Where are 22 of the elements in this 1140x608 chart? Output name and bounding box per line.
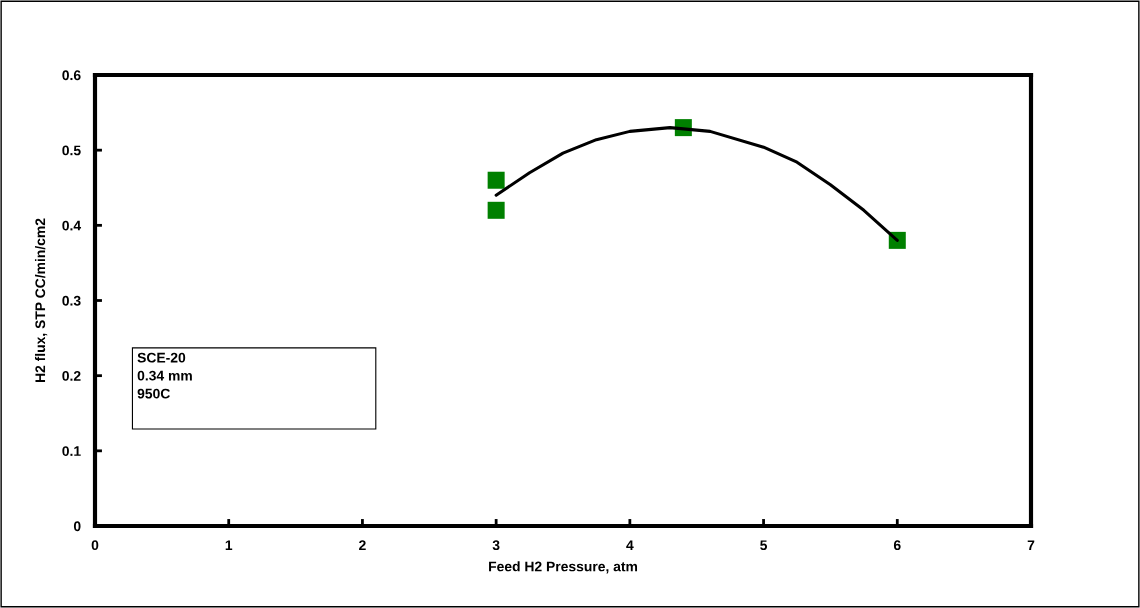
point <box>487 201 505 219</box>
x-tick-label: 6 <box>893 540 901 551</box>
x-tick-label: 1 <box>225 540 233 550</box>
y-tick-label: 0.1 <box>62 446 81 456</box>
annotation: 0.34 mm <box>137 370 192 381</box>
y-tick-label: 0.6 <box>62 70 81 81</box>
y-tick-label: 0.2 <box>62 371 81 381</box>
x-tick-label: 3 <box>492 540 500 551</box>
x-tick-label: 4 <box>626 540 634 550</box>
annotation: SCE-20 <box>137 352 186 363</box>
y-tick-label: 0 <box>73 521 81 532</box>
y-tick-label: 0.3 <box>62 295 81 306</box>
x-tick-label: 0 <box>91 540 99 551</box>
y-axis-title: H2 flux, STP CC/min/cm2 <box>34 218 48 383</box>
y-tick-label: 0.5 <box>62 145 81 156</box>
x-tick-label: 7 <box>1027 540 1035 550</box>
point <box>487 171 505 189</box>
annotation: 950C <box>137 388 170 399</box>
y-tick-label: 0.4 <box>62 220 82 231</box>
x-tick-label: 2 <box>359 540 366 550</box>
x-tick-label: 5 <box>760 540 768 551</box>
x-axis-title: Feed H2 Pressure, atm <box>489 561 638 574</box>
